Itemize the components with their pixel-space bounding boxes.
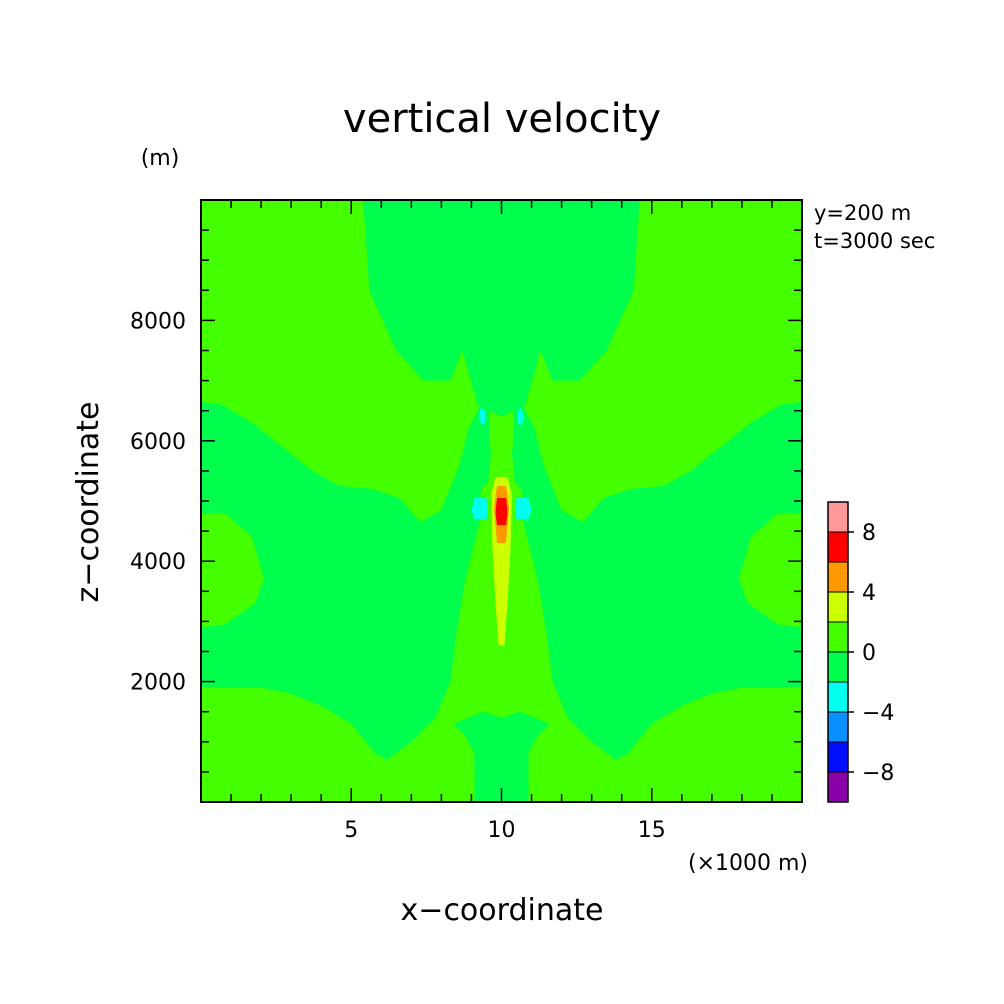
colorbar-swatch — [827, 651, 849, 683]
contour-mid-blob-right — [515, 498, 532, 520]
contour-upper-center — [363, 200, 640, 417]
colorbar-swatch — [827, 681, 849, 713]
contour-updraft-core-6to8 — [495, 498, 508, 526]
contour-left-middle — [201, 401, 490, 760]
plot-area — [200, 199, 803, 803]
y-tick-label: 6000 — [130, 430, 186, 455]
x-axis: 5 10 15 — [230, 200, 773, 843]
colorbar-label: −4 — [862, 701, 894, 726]
x-axis-title: x−coordinate — [401, 893, 604, 928]
annotation-y: y=200 m — [814, 201, 911, 225]
contour-bottom-center — [453, 711, 550, 802]
colorbar-label: 0 — [862, 641, 876, 666]
y-tick-label: 8000 — [130, 309, 186, 334]
annotation-t: t=3000 sec — [814, 229, 935, 253]
colorbar-swatch — [827, 741, 849, 773]
colorbar-label: 4 — [862, 581, 876, 606]
y-tick-label: 4000 — [130, 550, 186, 575]
contour-upper-inner-right — [512, 410, 526, 489]
x-unit-label: (×1000 m) — [688, 851, 808, 876]
colorbar-swatch — [827, 561, 849, 593]
contour-upper-inner-left — [477, 410, 491, 489]
contour-upper-blob-left — [479, 407, 485, 426]
contour-right-middle — [513, 401, 802, 760]
colorbar-legend: 8 4 0 −4 −8 — [827, 501, 894, 803]
colorbar-label: −8 — [862, 761, 894, 786]
colorbar-swatch — [827, 711, 849, 743]
contour-mid-blob-left — [471, 498, 488, 520]
colorbar-label: 8 — [862, 521, 876, 546]
x-tick-label: 10 — [488, 818, 516, 843]
colorbar-swatch — [827, 591, 849, 623]
colorbar-swatch — [827, 531, 849, 563]
y-tick-label: 2000 — [130, 671, 186, 696]
y-axis: 2000 4000 6000 8000 — [130, 229, 802, 773]
colorbar-swatch — [827, 501, 849, 533]
contour-upper-blob-right — [518, 407, 524, 426]
x-tick-label: 15 — [638, 818, 666, 843]
y-unit-label: (m) — [141, 146, 180, 171]
colorbar-swatch — [827, 621, 849, 653]
y-axis-title: z−coordinate — [71, 402, 106, 603]
x-tick-label: 5 — [344, 818, 358, 843]
colorbar-swatch — [827, 771, 849, 803]
chart-title: vertical velocity — [343, 96, 661, 142]
